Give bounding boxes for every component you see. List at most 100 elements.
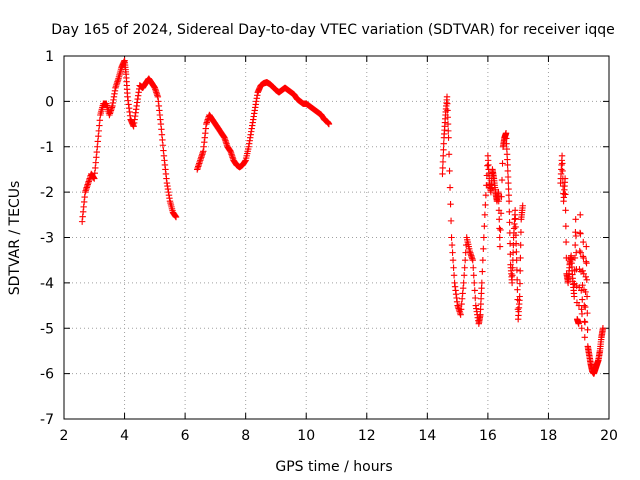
data-point bbox=[517, 254, 524, 262]
data-point bbox=[599, 325, 607, 332]
data-point bbox=[496, 243, 504, 250]
data-point bbox=[443, 93, 451, 101]
data-point bbox=[445, 134, 452, 141]
data-point bbox=[516, 280, 524, 287]
data-point bbox=[578, 310, 586, 318]
y-tick-label: -1 bbox=[40, 140, 54, 156]
series-1 bbox=[78, 57, 180, 225]
data-point bbox=[572, 216, 579, 223]
data-point bbox=[516, 267, 524, 274]
data-point bbox=[562, 238, 570, 246]
data-point bbox=[571, 254, 579, 262]
data-point bbox=[469, 256, 476, 264]
data-point bbox=[517, 241, 524, 249]
data-points bbox=[78, 57, 607, 377]
data-point bbox=[440, 152, 447, 160]
data-point bbox=[450, 272, 458, 279]
data-point bbox=[506, 240, 514, 247]
data-point bbox=[583, 260, 590, 267]
data-point bbox=[508, 279, 516, 287]
data-point bbox=[440, 146, 447, 153]
data-point bbox=[495, 198, 502, 205]
data-point bbox=[583, 276, 590, 284]
data-point bbox=[584, 309, 591, 317]
data-point bbox=[496, 216, 503, 223]
chart-title: Day 165 of 2024, Sidereal Day-to-day VTE… bbox=[51, 22, 615, 38]
series-2 bbox=[194, 79, 333, 173]
y-tick-label: -5 bbox=[40, 321, 54, 337]
data-point bbox=[447, 217, 455, 225]
y-tick-label: -3 bbox=[40, 231, 54, 247]
data-point bbox=[497, 210, 505, 217]
data-point bbox=[496, 225, 503, 232]
data-point bbox=[504, 173, 512, 181]
data-point bbox=[446, 167, 453, 175]
data-point bbox=[444, 120, 452, 128]
data-point bbox=[460, 279, 467, 287]
data-point bbox=[446, 184, 454, 191]
data-point bbox=[512, 223, 519, 231]
axis-ticks bbox=[63, 55, 610, 420]
data-point bbox=[512, 232, 520, 239]
x-tick-label: 8 bbox=[241, 428, 250, 444]
data-point bbox=[471, 287, 478, 294]
data-point bbox=[514, 286, 521, 293]
data-point bbox=[484, 162, 491, 169]
data-point bbox=[581, 334, 588, 341]
data-point bbox=[512, 240, 520, 247]
data-point bbox=[495, 188, 502, 196]
data-point bbox=[480, 234, 488, 241]
data-point bbox=[504, 161, 511, 169]
x-tick-label: 12 bbox=[358, 428, 376, 444]
data-point bbox=[481, 222, 488, 230]
x-tick-label: 4 bbox=[120, 428, 129, 444]
x-axis-label: GPS time / hours bbox=[275, 459, 392, 475]
data-point bbox=[558, 152, 566, 160]
y-axis-label: SDTVAR / TECUs bbox=[7, 181, 23, 296]
data-point bbox=[516, 293, 523, 300]
data-point bbox=[579, 296, 586, 303]
data-point bbox=[561, 175, 569, 182]
data-point bbox=[450, 264, 457, 271]
data-point bbox=[583, 243, 590, 250]
data-point bbox=[582, 273, 589, 281]
data-point bbox=[460, 272, 468, 279]
series-4 bbox=[557, 152, 607, 377]
data-point bbox=[513, 256, 520, 264]
data-point bbox=[449, 249, 456, 256]
data-point bbox=[447, 201, 454, 208]
data-point bbox=[479, 268, 486, 275]
data-point bbox=[505, 198, 513, 205]
data-point bbox=[498, 176, 506, 184]
y-tick-label: -7 bbox=[40, 412, 54, 428]
data-point bbox=[499, 160, 506, 167]
data-point bbox=[519, 202, 526, 209]
data-point bbox=[482, 191, 490, 199]
data-point bbox=[482, 201, 489, 209]
data-point bbox=[470, 272, 477, 279]
data-point bbox=[439, 170, 446, 178]
data-point bbox=[578, 325, 585, 332]
data-point bbox=[506, 208, 513, 215]
y-tick-label: -4 bbox=[40, 276, 54, 292]
data-point bbox=[577, 230, 584, 237]
data-point bbox=[513, 266, 521, 274]
data-point bbox=[581, 319, 589, 326]
data-point bbox=[461, 264, 468, 271]
data-point bbox=[444, 107, 451, 114]
data-point bbox=[510, 241, 517, 249]
data-point bbox=[172, 213, 180, 221]
data-point bbox=[575, 320, 582, 327]
data-point bbox=[478, 279, 486, 287]
data-point bbox=[584, 326, 591, 333]
y-axis-tick-labels: -7 -6 -5 -4 -3 -2 -1 0 1 bbox=[40, 49, 54, 428]
data-point bbox=[439, 164, 446, 172]
data-point bbox=[472, 294, 479, 302]
y-tick-label: 0 bbox=[45, 94, 54, 110]
data-point bbox=[498, 193, 505, 200]
data-point bbox=[559, 160, 566, 167]
x-tick-label: 20 bbox=[600, 428, 618, 444]
data-point bbox=[481, 211, 489, 219]
data-point bbox=[577, 249, 584, 256]
data-point bbox=[479, 256, 487, 264]
